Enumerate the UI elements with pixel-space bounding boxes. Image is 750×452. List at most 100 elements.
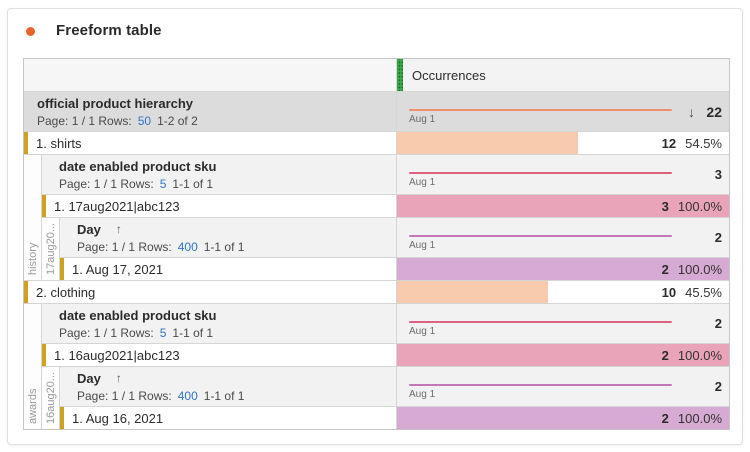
item-label[interactable]: 1. 16aug2021|abc123 [54,347,180,363]
page-prefix: Page: 1 / 1 Rows: [59,176,154,191]
dimension-cell[interactable]: 1. 16aug2021|abc123 [42,344,396,366]
dimension-cell[interactable]: 2. clothing [24,281,396,303]
freeform-table: Occurrences official product hierarchy P… [23,58,730,430]
sparkline: Aug 1 [409,155,672,194]
page-range: 1-2 of 2 [157,113,198,128]
sparkline-axis-label: Aug 1 [409,177,436,188]
pagination: Page: 1 / 1 Rows: 400 1-1 of 1 [77,240,396,254]
breakdown-value-cell: Aug 1 2 [396,218,729,257]
pagination: Page: 1 / 1 Rows: 50 1-2 of 2 [37,114,396,128]
metric-percent: 54.5% [685,135,722,151]
sparkline-line [409,235,672,237]
sort-descending-icon[interactable]: ↓ [688,103,695,120]
dimension-column-header-cell[interactable] [24,59,396,91]
metric-total: 22 [706,103,722,120]
gutter-label: 17aug20... [44,223,57,275]
value-bar [397,258,729,280]
value-cell: 2 100.0% [396,407,729,429]
value-bar [397,195,729,217]
dimension-header-cell[interactable]: official product hierarchy Page: 1 / 1 R… [24,92,396,131]
rows-per-page-link[interactable]: 5 [159,176,167,191]
breakdown-value-cell: Aug 1 3 [396,155,729,194]
value-cell: 10 45.5% [396,281,729,303]
table-row-17aug-sku[interactable]: 1. 17aug2021|abc123 3 100.0% [24,194,729,217]
metric-total: 2 [714,316,722,331]
metric-percent: 100.0% [677,410,722,426]
dimension-title[interactable]: official product hierarchy [37,95,194,111]
value-cell: 2 100.0% [396,344,729,366]
pagination: Page: 1 / 1 Rows: 5 1-1 of 1 [59,326,396,340]
sparkline-axis-label: Aug 1 [409,240,436,251]
metric-total: 2 [714,230,722,245]
item-label[interactable]: 1. Aug 16, 2021 [72,410,164,426]
page-prefix: Page: 1 / 1 Rows: [77,239,172,254]
breakdown-title[interactable]: date enabled product sku [59,158,217,174]
sparkline-axis-label: Aug 1 [409,326,436,337]
page-range: 1-1 of 1 [203,239,245,254]
row-marker [42,195,46,217]
dimension-cell[interactable]: 1. 17aug2021|abc123 [42,195,396,217]
column-header-row: Occurrences [24,59,729,91]
sort-ascending-icon[interactable]: ↑ [115,222,122,236]
rows-per-page-link[interactable]: 50 [137,113,152,128]
metric-column-label[interactable]: Occurrences [412,67,486,83]
table-row-16aug-sku[interactable]: 1. 16aug2021|abc123 2 100.0% [24,343,729,366]
page-range: 1-1 of 1 [172,176,214,191]
page-prefix: Page: 1 / 1 Rows: [77,388,172,403]
metric-total: 2 [714,379,722,394]
value-cell: 12 54.5% [396,132,729,154]
panel-collapse-dot-icon[interactable] [26,27,35,36]
metric-column-header-cell[interactable]: Occurrences [396,59,729,91]
metric-value: 2 [661,347,669,363]
sort-ascending-icon[interactable]: ↑ [115,371,122,385]
breakdown-title[interactable]: Day [77,370,101,386]
sparkline-line [409,384,672,386]
dimension-header-value-cell: Aug 1 ↓ 22 [396,92,729,131]
value-bar [397,344,729,366]
breakdown-header-row: date enabled product sku Page: 1 / 1 Row… [24,303,729,343]
rows-per-page-link[interactable]: 400 [177,239,198,254]
item-label[interactable]: 1. Aug 17, 2021 [72,261,164,277]
item-label[interactable]: 1. shirts [36,135,82,151]
breakdown-header-row-day: Day ↑ Page: 1 / 1 Rows: 400 1-1 of 1 Aug… [24,217,729,257]
sparkline: Aug 1 [409,304,672,343]
table-row-aug17[interactable]: 1. Aug 17, 2021 2 100.0% [24,257,729,280]
metric-percent: 100.0% [677,198,722,214]
sparkline: Aug 1 [409,218,672,257]
breakdown-header-cell[interactable]: date enabled product sku Page: 1 / 1 Row… [42,155,396,194]
metric-value: 3 [661,198,669,214]
dimension-cell[interactable]: 1. Aug 17, 2021 [60,258,396,280]
page-range: 1-1 of 1 [203,388,245,403]
page-prefix: Page: 1 / 1 Rows: [37,113,132,128]
item-label[interactable]: 2. clothing [36,284,96,300]
freeform-table-panel: Freeform table Occurrences official prod… [7,8,743,445]
value-cell: 2 100.0% [396,258,729,280]
value-bar [397,281,549,303]
metric-value: 2 [661,410,669,426]
table-row-aug16[interactable]: 1. Aug 16, 2021 2 100.0% [24,406,729,429]
breakdown-header-cell[interactable]: date enabled product sku Page: 1 / 1 Row… [42,304,396,343]
breakdown-parent-gutter: awards [24,303,42,429]
sparkline: Aug 1 [409,92,672,131]
item-label[interactable]: 1. 17aug2021|abc123 [54,198,180,214]
breakdown-value-cell: Aug 1 2 [396,367,729,406]
metric-value: 2 [661,261,669,277]
drag-handle-icon[interactable] [397,59,403,91]
sparkline-line [409,172,672,174]
breakdown-parent-gutter: history [24,154,42,280]
row-marker [24,281,28,303]
dimension-cell[interactable]: 1. shirts [24,132,396,154]
row-marker [24,132,28,154]
breakdown-header-cell[interactable]: Day ↑ Page: 1 / 1 Rows: 400 1-1 of 1 [60,367,396,406]
rows-per-page-link[interactable]: 400 [177,388,198,403]
dimension-cell[interactable]: 1. Aug 16, 2021 [60,407,396,429]
breakdown-title[interactable]: Day [77,221,101,237]
breakdown-header-cell[interactable]: Day ↑ Page: 1 / 1 Rows: 400 1-1 of 1 [60,218,396,257]
rows-per-page-link[interactable]: 5 [159,325,167,340]
table-row-clothing[interactable]: 2. clothing 10 45.5% [24,280,729,303]
breakdown-header-row-day: Day ↑ Page: 1 / 1 Rows: 400 1-1 of 1 Aug… [24,366,729,406]
page-range: 1-1 of 1 [172,325,214,340]
metric-percent: 45.5% [685,284,722,300]
breakdown-title[interactable]: date enabled product sku [59,307,217,323]
table-row-shirts[interactable]: 1. shirts 12 54.5% [24,131,729,154]
